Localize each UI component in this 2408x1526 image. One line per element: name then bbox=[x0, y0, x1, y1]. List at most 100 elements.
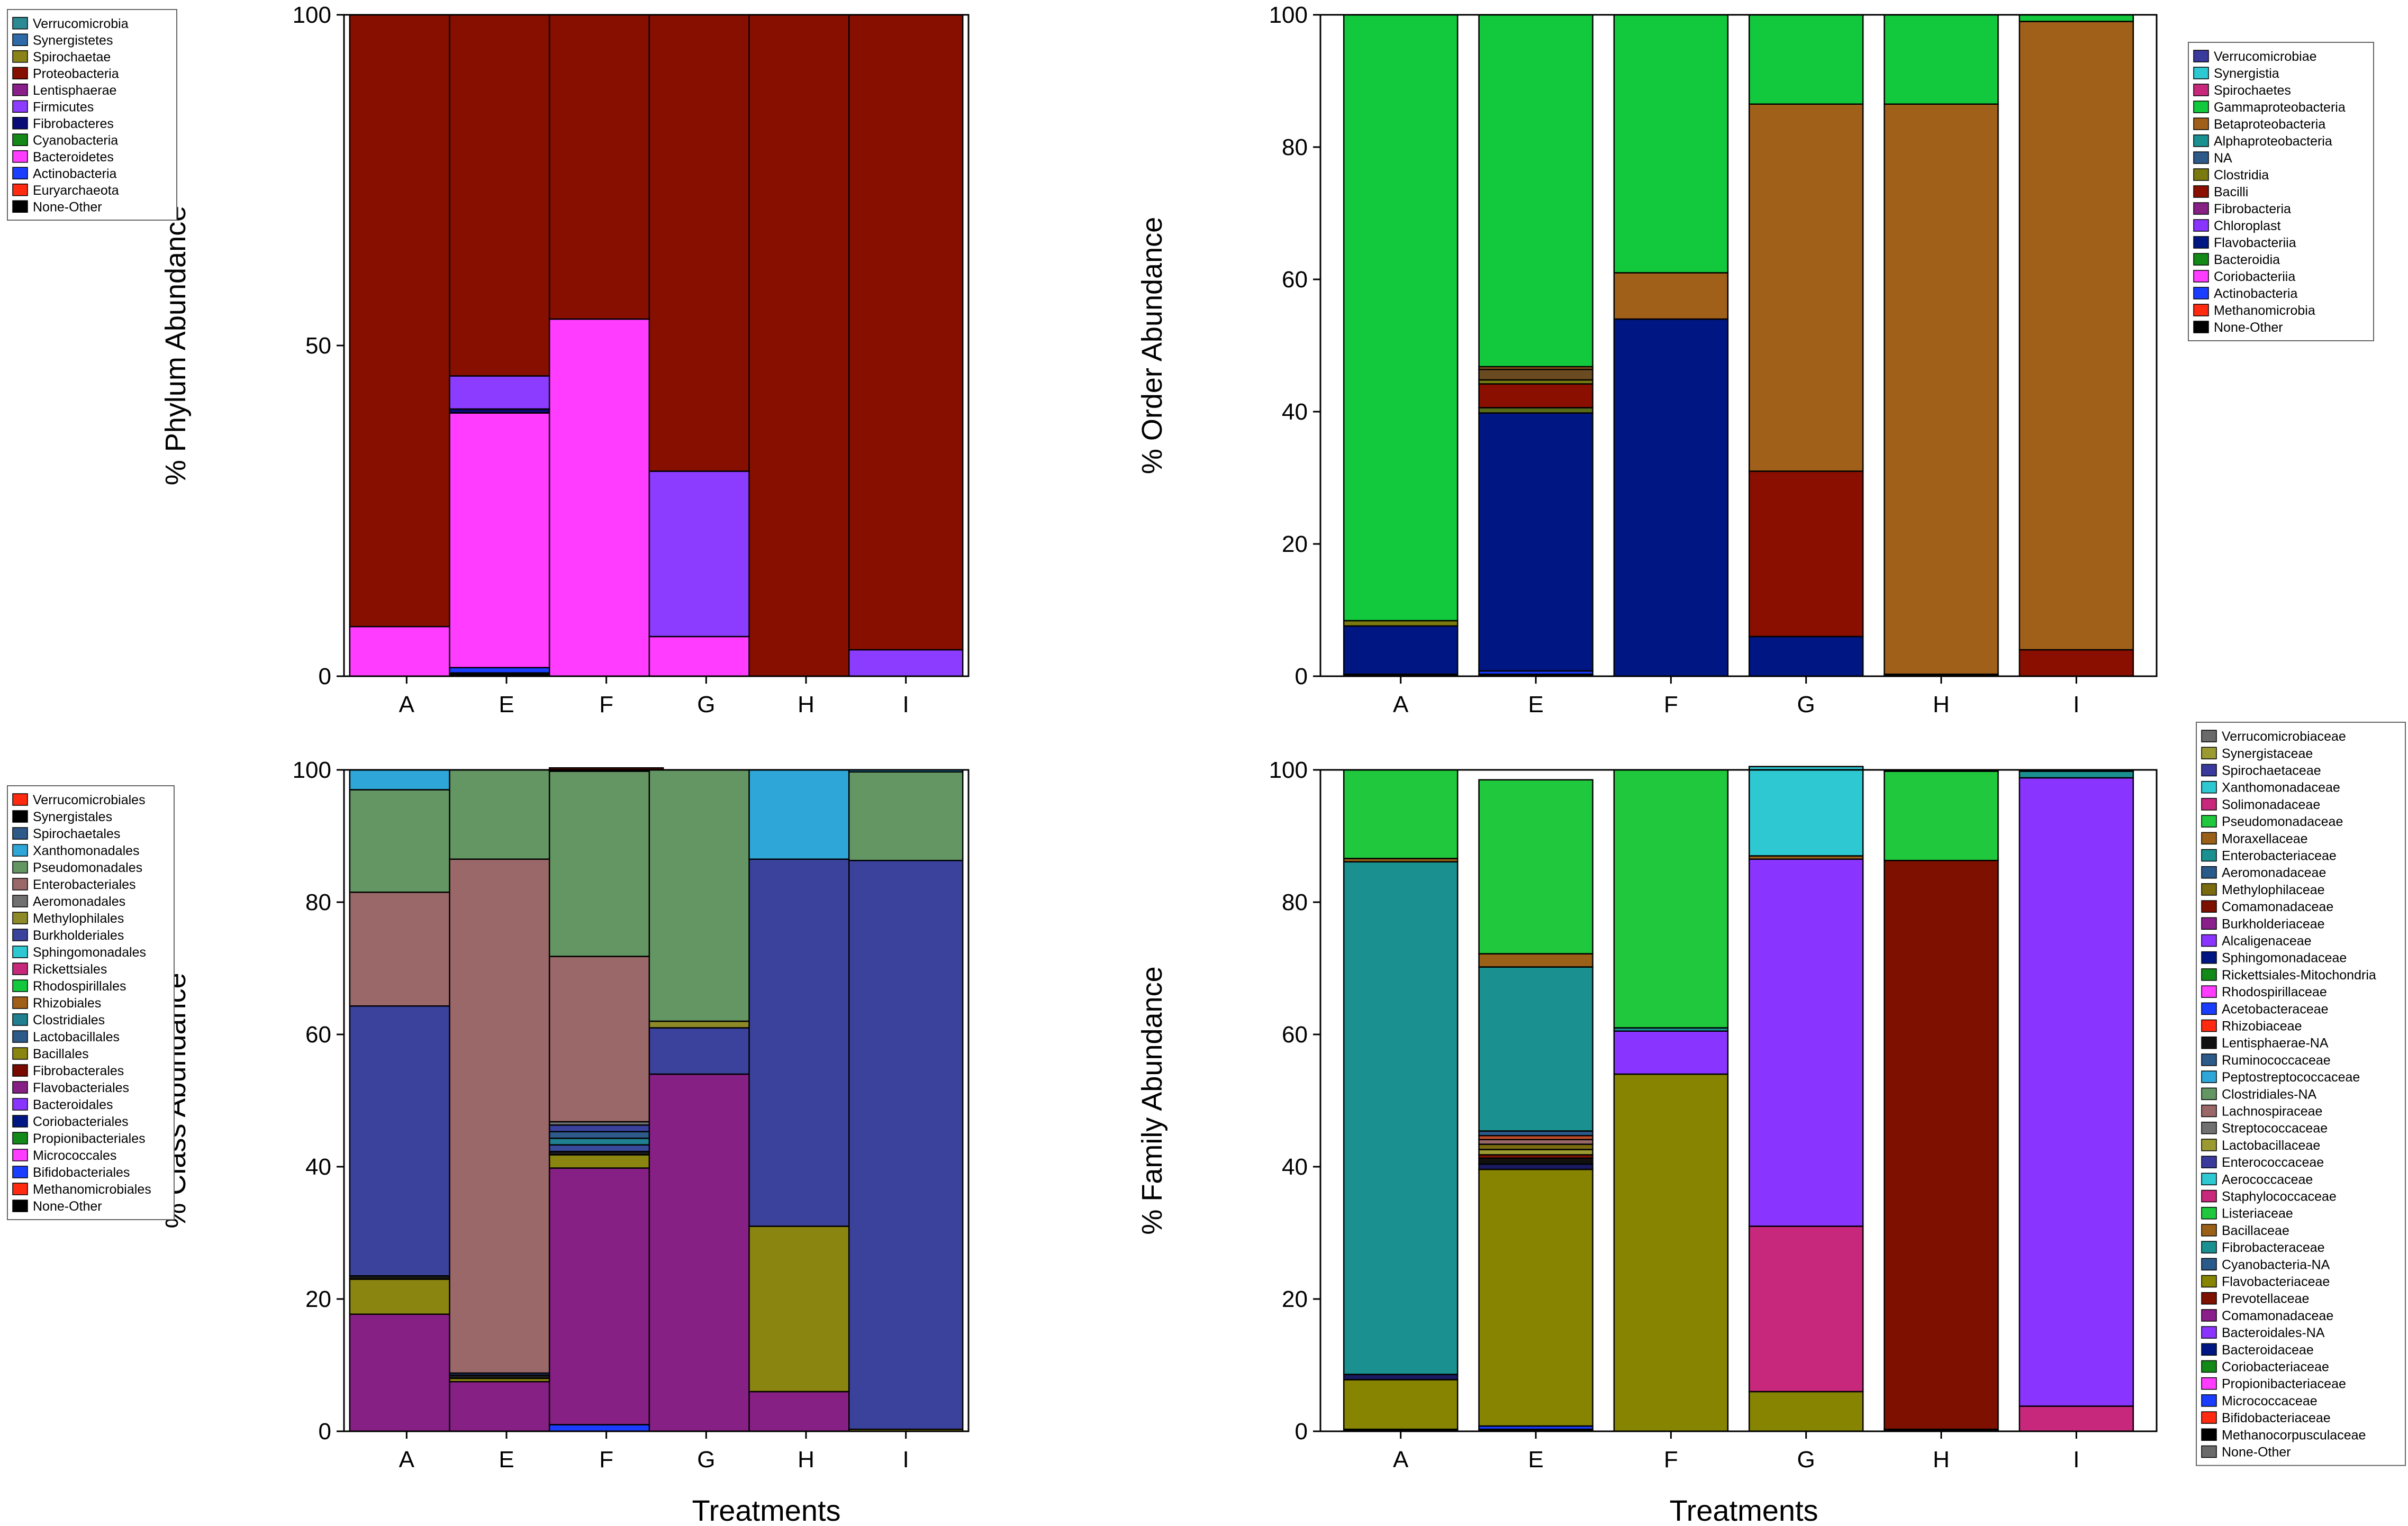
order-legend-label-coriobacteriia: Coriobacteriia bbox=[2214, 269, 2295, 284]
family-legend-swatch-solimonadaceae bbox=[2201, 798, 2217, 811]
order-bar-e-bacteroidia bbox=[1478, 407, 1594, 414]
order-ytick-label: 100 bbox=[1269, 2, 1308, 28]
class-legend-box bbox=[7, 785, 175, 1220]
order-legend-swatch-verrucomicrobiae bbox=[2193, 50, 2209, 62]
order-ytick-label: 40 bbox=[1282, 399, 1308, 425]
family-legend-swatch-rickettsiales-mitochondria bbox=[2201, 968, 2217, 981]
class-bar-h-burkholderiales bbox=[748, 858, 864, 1227]
phylum-legend-label-lentisphaerae: Lentisphaerae bbox=[33, 83, 116, 98]
family-ytick-label: 60 bbox=[1282, 1022, 1308, 1048]
phylum-bar-g-proteobacteria bbox=[648, 14, 764, 472]
family-legend-label-comamonadaceae: Comamonadaceae bbox=[2222, 1309, 2333, 1323]
family-panel: 0 20 40 60 80 100 A E F G H I % Family Abundance Verr… bbox=[1136, 722, 2406, 1473]
phylum-legend-label-cyanobacteria: Cyanobacteria bbox=[33, 133, 118, 148]
family-bar-e-enterobacteriaceae bbox=[1478, 966, 1594, 1132]
order-legend-label-bacteroidia: Bacteroidia bbox=[2214, 252, 2280, 267]
family-legend-swatch-lachnospiraceae bbox=[2201, 1104, 2217, 1118]
family-legend-swatch-peptostreptococcaceae bbox=[2201, 1070, 2217, 1083]
phylum-bar-i-proteobacteria bbox=[848, 14, 964, 651]
phylum-bar-e-proteobacteria bbox=[449, 14, 564, 377]
family-ytick-label: 20 bbox=[1282, 1286, 1308, 1312]
class-bar-e-pseudomonadales bbox=[449, 769, 564, 860]
class-legend-swatch-lactobacillales bbox=[12, 1030, 28, 1043]
class-bar-e-flavobacteriales bbox=[449, 1381, 564, 1432]
family-legend-label-enterobacteriaceae: Enterobacteriaceae bbox=[2222, 849, 2337, 864]
order-legend-label-verrucomicrobiae: Verrucomicrobiae bbox=[2214, 49, 2317, 64]
family-bar-f-flavobacteriaceae bbox=[1613, 1073, 1729, 1432]
family-legend-label-cyanobacteria-na: Cyanobacteria-NA bbox=[2222, 1257, 2330, 1272]
family-legend-swatch-lactobacillaceae bbox=[2201, 1139, 2217, 1151]
family-legend-label-coriobacteriaceae: Coriobacteriaceae bbox=[2222, 1360, 2329, 1375]
order-bar-a-flavobacteriia bbox=[1343, 625, 1459, 675]
class-legend-swatch-verrucomicrobiales bbox=[12, 793, 28, 806]
class-xtick-label-f: F bbox=[599, 1447, 613, 1473]
class-legend-swatch-xanthomonadales bbox=[12, 844, 28, 857]
class-legend-swatch-bacteroidales bbox=[12, 1098, 28, 1111]
family-legend-label-clostridiales-na: Clostridiales-NA bbox=[2222, 1087, 2317, 1102]
family-bar-e-coriobacteriaceae bbox=[1478, 1163, 1594, 1170]
order-legend-swatch-bacteroidia bbox=[2193, 253, 2209, 266]
family-legend-label-spirochaetaceae: Spirochaetaceae bbox=[2222, 764, 2321, 778]
class-legend-label-verrucomicrobiales: Verrucomicrobiales bbox=[33, 793, 146, 807]
family-bar-h-comamonadaceae bbox=[1884, 860, 1999, 1430]
phylum-legend-label-spirochaetae: Spirochaetae bbox=[33, 50, 111, 65]
class-bar-f-bacillales bbox=[548, 1154, 664, 1169]
class-bar-f-lactobacillales bbox=[548, 1144, 664, 1152]
order-legend-swatch-flavobacteriia bbox=[2193, 236, 2209, 249]
family-legend-label-acetobacteraceae: Acetobacteraceae bbox=[2222, 1002, 2329, 1016]
family-legend-swatch-listeriaceae bbox=[2201, 1206, 2217, 1220]
class-ytick-label: 0 bbox=[319, 1419, 331, 1445]
phylum-legend-swatch-spirochaetae bbox=[12, 50, 28, 63]
family-bar-e-pseudomonadaceae bbox=[1478, 779, 1594, 955]
family-legend-swatch-coriobacteriaceae bbox=[2201, 1360, 2217, 1373]
phylum-panel: 0 50 100 A E F G H I % Phylum Abundance Verrucomic… bbox=[7, 2, 970, 717]
class-bar-h-flavobacteriales bbox=[748, 1391, 864, 1432]
order-legend-label-spirochaetes: Spirochaetes bbox=[2214, 83, 2291, 98]
family-bar-a-enterobacteriaceae bbox=[1343, 861, 1459, 1375]
family-legend-swatch-bacillaceae bbox=[2201, 1224, 2217, 1237]
family-legend-swatch-rhodospirillaceae bbox=[2201, 985, 2217, 998]
class-legend-swatch-rickettsiales bbox=[12, 962, 28, 975]
phylum-bar-i-firmicutes bbox=[848, 649, 964, 677]
phylum-bar-f-proteobacteria bbox=[548, 14, 664, 320]
family-legend-swatch-methylophilaceae bbox=[2201, 883, 2217, 896]
class-ytick-label: 80 bbox=[305, 889, 331, 915]
class-legend-label-enterobacteriales: Enterobacteriales bbox=[33, 877, 136, 892]
family-legend-label-rickettsiales-mitochondria: Rickettsiales-Mitochondria bbox=[2222, 968, 2376, 983]
family-legend-label-alcaligenaceae: Alcaligenaceae bbox=[2222, 934, 2312, 949]
order-ytick-label: 20 bbox=[1282, 531, 1308, 557]
order-y-axis-title: % Order Abundance bbox=[1136, 217, 1168, 474]
family-bar-i-enterobacteriaceae bbox=[2018, 770, 2134, 779]
order-legend-swatch-coriobacteriia bbox=[2193, 270, 2209, 283]
family-bar-g-alcaligenaceae bbox=[1748, 858, 1864, 1227]
family-legend-swatch-lentisphaerae-na bbox=[2201, 1036, 2217, 1049]
phylum-legend-swatch-firmicutes bbox=[12, 100, 28, 113]
order-bar-f-gammaproteobacteria bbox=[1613, 14, 1729, 274]
class-legend-label-burkholderiales: Burkholderiales bbox=[33, 928, 124, 943]
order-legend-box bbox=[2188, 42, 2374, 341]
family-legend-swatch-staphylococcaceae bbox=[2201, 1189, 2217, 1203]
phylum-legend-swatch-fibrobacteres bbox=[12, 117, 28, 130]
phylum-bar-g-bacteroidetes bbox=[648, 635, 764, 677]
class-xtick-label-g: G bbox=[697, 1447, 715, 1473]
class-legend-swatch-methanomicrobiales bbox=[12, 1183, 28, 1195]
class-legend-label-pseudomonadales: Pseudomonadales bbox=[33, 860, 142, 875]
class-legend-label-sphingomonadales: Sphingomonadales bbox=[33, 945, 146, 960]
family-legend-swatch-comamonadaceae bbox=[2201, 1309, 2217, 1322]
class-bar-h-bacillales bbox=[748, 1225, 864, 1393]
family-xtick-label-a: A bbox=[1393, 1447, 1409, 1473]
x-axis-title-right: Treatments bbox=[1669, 1494, 1818, 1526]
order-legend-label-clostridia: Clostridia bbox=[2214, 168, 2269, 183]
class-bar-g-burkholderiales bbox=[648, 1027, 764, 1075]
family-bar-e-aeromonadaceae bbox=[1478, 1130, 1594, 1137]
class-legend-label-spirochaetales: Spirochaetales bbox=[33, 826, 120, 841]
phylum-xtick-label-g: G bbox=[697, 692, 715, 717]
class-bar-f-bifidobacteriales bbox=[548, 1424, 664, 1432]
family-ytick-label: 0 bbox=[1295, 1419, 1308, 1445]
family-legend-swatch-flavobacteriaceae bbox=[2201, 1275, 2217, 1288]
family-ytick-label: 100 bbox=[1269, 757, 1308, 783]
class-bar-a-enterobacteriales bbox=[349, 892, 465, 1007]
family-legend-label-moraxellaceae: Moraxellaceae bbox=[2222, 831, 2308, 846]
family-legend-swatch-sphingomonadaceae bbox=[2201, 951, 2217, 964]
